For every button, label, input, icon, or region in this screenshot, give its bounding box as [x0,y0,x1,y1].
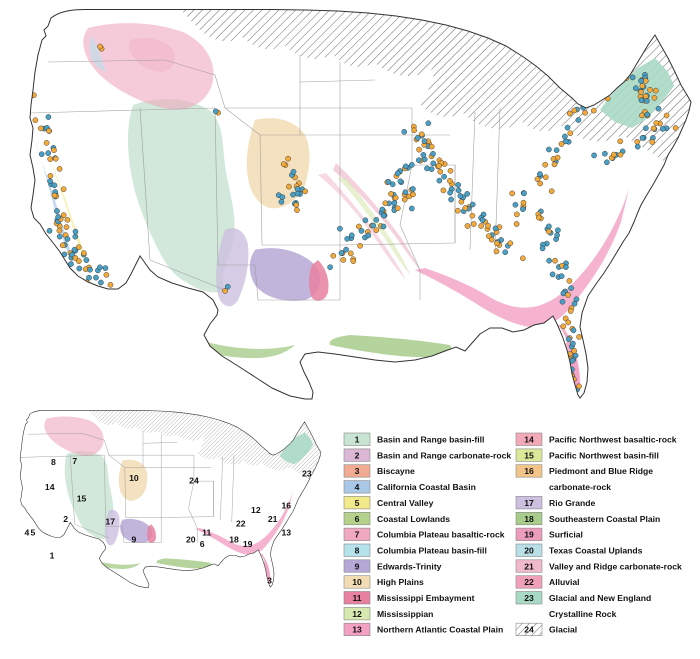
svg-text:21: 21 [268,514,278,524]
svg-text:12: 12 [251,505,261,515]
svg-text:Glacial: Glacial [549,625,577,635]
svg-text:9: 9 [132,535,137,545]
svg-text:Mississippian: Mississippian [377,609,433,619]
svg-text:Mississippi Embayment: Mississippi Embayment [377,593,475,603]
svg-text:7: 7 [355,530,360,540]
svg-text:Pacific Northwest basaltic-roc: Pacific Northwest basaltic-rock [549,435,677,445]
svg-text:18: 18 [524,514,534,524]
svg-text:15: 15 [524,450,534,460]
svg-text:Piedmont and Blue Ridge: Piedmont and Blue Ridge [549,466,653,476]
svg-text:24: 24 [524,625,534,635]
svg-text:Crystalline Rock: Crystalline Rock [549,609,617,619]
svg-text:4: 4 [25,528,30,538]
svg-text:20: 20 [186,535,196,545]
svg-text:Glacial and New England: Glacial and New England [549,593,651,603]
svg-text:Columbia Plateau basin-fill: Columbia Plateau basin-fill [377,546,487,556]
svg-text:5: 5 [355,498,360,508]
svg-text:1: 1 [50,550,55,560]
svg-text:24: 24 [189,475,199,485]
svg-text:7: 7 [72,456,77,466]
svg-text:10: 10 [352,577,362,587]
svg-text:Rio Grande: Rio Grande [549,498,596,508]
svg-text:5: 5 [30,528,35,538]
svg-text:Surficial: Surficial [549,530,583,540]
svg-text:Texas Coastal Uplands: Texas Coastal Uplands [549,546,643,556]
svg-text:1: 1 [355,435,360,445]
svg-text:Coastal Lowlands: Coastal Lowlands [377,514,450,524]
svg-text:22: 22 [524,577,534,587]
svg-text:Northern Atlantic Coastal Plai: Northern Atlantic Coastal Plain [377,625,503,635]
svg-text:23: 23 [302,469,312,479]
svg-text:14: 14 [524,435,534,445]
svg-text:23: 23 [524,593,534,603]
svg-text:20: 20 [524,546,534,556]
svg-text:8: 8 [51,457,56,467]
svg-text:22: 22 [236,519,246,529]
svg-text:Central Valley: Central Valley [377,498,434,508]
svg-text:High Plains: High Plains [377,577,424,587]
svg-text:16: 16 [282,500,292,510]
svg-text:Basin and Range carbonate-rock: Basin and Range carbonate-rock [377,450,511,460]
svg-text:14: 14 [45,482,55,492]
svg-text:8: 8 [355,546,360,556]
svg-text:2: 2 [355,450,360,460]
svg-text:Basin and Range basin-fill: Basin and Range basin-fill [377,435,484,445]
svg-text:17: 17 [105,516,115,526]
svg-text:Pacific Northwest basin-fill: Pacific Northwest basin-fill [549,450,659,460]
svg-text:11: 11 [352,593,361,603]
svg-text:3: 3 [355,466,360,476]
svg-text:6: 6 [355,514,360,524]
svg-text:3: 3 [267,575,272,585]
svg-text:19: 19 [524,530,534,540]
svg-text:13: 13 [352,625,362,635]
svg-text:9: 9 [355,561,360,571]
svg-text:16: 16 [524,466,534,476]
svg-text:2: 2 [63,514,68,524]
svg-text:Columbia Plateau basaltic-rock: Columbia Plateau basaltic-rock [377,530,505,540]
svg-text:Biscayne: Biscayne [377,466,415,476]
svg-text:17: 17 [524,498,534,508]
svg-text:carbonate-rock: carbonate-rock [549,482,611,492]
svg-text:California Coastal Basin: California Coastal Basin [377,482,476,492]
svg-text:18: 18 [229,535,239,545]
svg-text:10: 10 [129,473,139,483]
svg-text:15: 15 [77,494,87,504]
svg-text:12: 12 [352,609,362,619]
svg-text:Alluvial: Alluvial [549,577,580,587]
svg-text:11: 11 [202,528,211,538]
svg-text:19: 19 [243,539,253,549]
svg-text:21: 21 [524,561,534,571]
svg-text:Edwards-Trinity: Edwards-Trinity [377,561,442,571]
svg-text:13: 13 [282,528,292,538]
svg-text:4: 4 [355,482,360,492]
svg-text:Valley and Ridge carbonate-roc: Valley and Ridge carbonate-rock [549,561,682,571]
svg-text:Southeastern Coastal Plain: Southeastern Coastal Plain [549,514,660,524]
svg-text:6: 6 [200,539,205,549]
